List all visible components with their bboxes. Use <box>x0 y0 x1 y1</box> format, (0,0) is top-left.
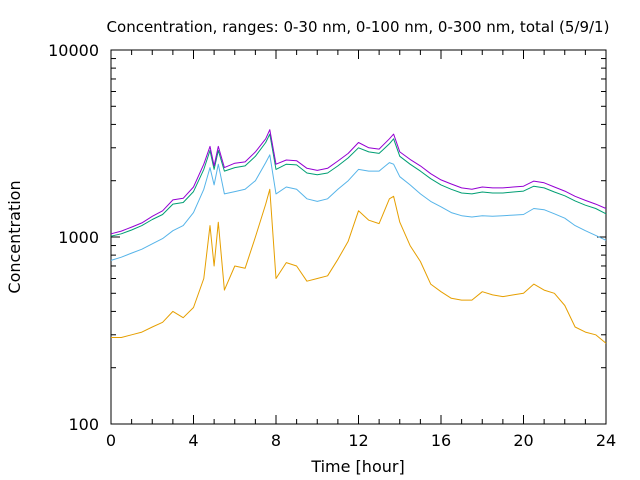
y-tick-label: 1000 <box>58 228 99 247</box>
x-tick-label: 0 <box>106 431 116 450</box>
y-axis-label: Concentration <box>5 180 24 293</box>
x-tick-label: 16 <box>431 431 451 450</box>
series-line-4 <box>110 129 607 235</box>
x-axis: 0 4 8 12 16 20 24 <box>106 50 616 450</box>
x-tick-label: 20 <box>513 431 533 450</box>
x-tick-label: 12 <box>348 431 368 450</box>
y-axis: 100 1000 10000 <box>48 41 606 434</box>
y-tick-label: 100 <box>68 415 99 434</box>
x-axis-label: Time [hour] <box>310 457 404 476</box>
plot-frame <box>110 49 607 425</box>
y-tick-label: 10000 <box>48 41 99 60</box>
series-group <box>110 129 607 344</box>
chart-title: Concentration, ranges: 0-30 nm, 0-100 nm… <box>107 18 610 36</box>
x-tick-label: 8 <box>271 431 281 450</box>
x-tick-label: 4 <box>188 431 198 450</box>
series-line-1 <box>111 188 607 344</box>
series-line-3 <box>110 133 607 237</box>
x-tick-label: 24 <box>596 431 616 450</box>
series-line-2 <box>110 154 607 261</box>
